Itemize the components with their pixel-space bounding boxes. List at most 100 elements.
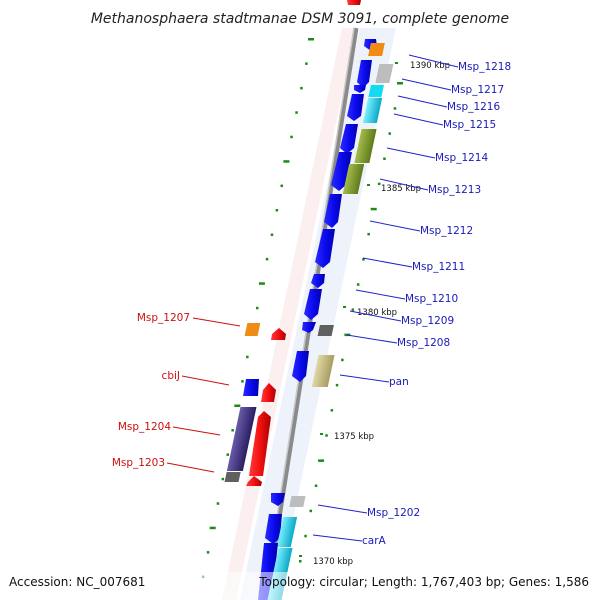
gene-annotation-box[interactable] [342, 164, 365, 194]
gene-arrow[interactable] [261, 383, 276, 402]
scale-grid-dot [397, 82, 403, 85]
gene-label-msp-1203[interactable]: Msp_1203 [112, 457, 165, 469]
scale-grid-dot [318, 459, 325, 462]
scale-grid-dot [305, 62, 308, 65]
tick-label-1370: 1370 kbp [313, 557, 353, 567]
gene-annotation-box[interactable] [368, 85, 384, 97]
gene-label-msp-1210[interactable]: Msp_1210 [405, 293, 458, 305]
gene-label-cara[interactable]: carA [362, 535, 387, 547]
gene-label-msp-1217[interactable]: Msp_1217 [451, 84, 504, 96]
gene-annotation-box[interactable] [276, 517, 298, 547]
scale-grid-dot [241, 380, 244, 383]
scale-grid-dot [256, 306, 259, 310]
gene-annotation-box[interactable] [317, 325, 334, 336]
scale-grid-dot [295, 111, 298, 114]
gene-arrow[interactable] [315, 229, 335, 268]
gene-label-msp-1212[interactable]: Msp_1212 [420, 225, 473, 237]
scale-grid-dot [308, 38, 314, 41]
gene-arrow[interactable] [246, 476, 262, 486]
outer-callouts [312, 54, 459, 542]
scale-grid-dot [290, 135, 293, 139]
gene-arrow[interactable] [292, 351, 309, 382]
tick-label-1385: 1385 kbp [381, 184, 421, 194]
scale-grid-dot [388, 132, 391, 135]
tick-label-1380: 1380 kbp [357, 308, 397, 318]
inner-labels: Msp_1207 cbiJ Msp_1204 Msp_1203 [112, 312, 190, 469]
scale-grid-dot [216, 502, 220, 505]
gene-arrow[interactable] [357, 60, 372, 88]
gene-arrow[interactable] [324, 194, 342, 228]
gene-arrow[interactable] [347, 94, 364, 121]
gene-arrow[interactable] [311, 274, 325, 288]
gene-annotation-box[interactable] [362, 98, 383, 123]
scale-grid-dot [393, 107, 397, 110]
gene-arrow[interactable] [304, 289, 322, 320]
scale-grid-dots [201, 38, 403, 579]
scale-grid-dot [299, 560, 302, 563]
scale-grid-dot [370, 207, 377, 211]
gene-annotation-box[interactable] [375, 64, 394, 83]
scale-grid-dot [356, 283, 360, 286]
scale-grid-dot [226, 453, 229, 456]
scale-grid-dot [377, 182, 381, 186]
scale-grid-dot [209, 526, 216, 530]
gene-annotation-box[interactable] [244, 323, 261, 336]
gene-label-msp-1209[interactable]: Msp_1209 [401, 315, 454, 327]
scale-grid-dot [234, 404, 241, 407]
gene-label-msp-1208[interactable]: Msp_1208 [397, 337, 450, 349]
gene-annotation-box[interactable] [289, 496, 306, 507]
scale-grid-dot [304, 534, 307, 538]
gene-label-pan[interactable]: pan [389, 376, 409, 388]
accession-text: Accession: NC_007681 [9, 575, 145, 589]
gene-annotation-box[interactable] [311, 355, 335, 387]
map-title: Methanosphaera stadtmanae DSM 3091, comp… [91, 11, 509, 27]
gene-arrow[interactable] [249, 411, 271, 476]
scale-grid-dot [231, 429, 234, 432]
gene-label-msp-1211[interactable]: Msp_1211 [412, 261, 465, 273]
gene-arrow[interactable] [347, 0, 361, 5]
scale-grid-dot [283, 160, 290, 163]
gene-label-msp-1204[interactable]: Msp_1204 [118, 421, 171, 433]
inner-callouts [166, 317, 241, 473]
scale-grid-dot [330, 409, 334, 412]
gene-arrow[interactable] [340, 124, 358, 154]
tick-label-1375: 1375 kbp [334, 432, 374, 442]
scale-grid-dot [367, 232, 370, 236]
scale-grid-dot [351, 308, 355, 311]
gene-arrow[interactable] [271, 493, 285, 506]
gene-annotation-box[interactable] [354, 129, 377, 163]
scale-grid-dot [341, 358, 344, 362]
gene-arrow[interactable] [302, 322, 316, 333]
gene-label-msp-1213[interactable]: Msp_1213 [428, 184, 481, 196]
footer: Accession: NC_007681 Topology: circular;… [0, 572, 600, 600]
scale-grid-dot [258, 282, 265, 285]
gene-arrow[interactable] [271, 328, 286, 340]
topology-text: Topology: circular; Length: 1,767,403 bp… [258, 575, 589, 589]
gene-annotation-box[interactable] [224, 472, 241, 482]
scale-grid-dot [300, 86, 303, 90]
gene-label-msp-1214[interactable]: Msp_1214 [435, 152, 488, 164]
gene-label-msp-1207[interactable]: Msp_1207 [137, 312, 190, 324]
scale-grid-dot [265, 257, 269, 261]
gene-arrow[interactable] [265, 514, 282, 544]
gene-arrow[interactable] [331, 152, 352, 191]
scale-grid-dot [314, 484, 318, 487]
gene-label-cbij[interactable]: cbiJ [162, 370, 180, 382]
gene-annotation-box[interactable] [226, 407, 257, 471]
gene-label-msp-1215[interactable]: Msp_1215 [443, 119, 496, 131]
tick-label-1390: 1390 kbp [410, 61, 450, 71]
outer-labels: Msp_1218 Msp_1217 Msp_1216 Msp_1215 Msp_… [362, 61, 511, 547]
gene-arrow[interactable] [354, 85, 366, 93]
scale-grid-dot [221, 477, 225, 481]
scale-ticks: 1390 kbp 1385 kbp 1380 kbp 1375 kbp 1370… [299, 61, 450, 567]
footer-background [0, 572, 600, 600]
scale-grid-dot [275, 209, 279, 212]
scale-grid-dot [325, 434, 328, 437]
gene-arrow[interactable] [243, 379, 259, 396]
gene-label-msp-1218[interactable]: Msp_1218 [458, 61, 511, 73]
inner-track-features [224, 323, 286, 486]
gene-annotation-box[interactable] [368, 43, 385, 56]
gene-label-msp-1202[interactable]: Msp_1202 [367, 507, 420, 519]
gene-label-msp-1216[interactable]: Msp_1216 [447, 101, 500, 113]
